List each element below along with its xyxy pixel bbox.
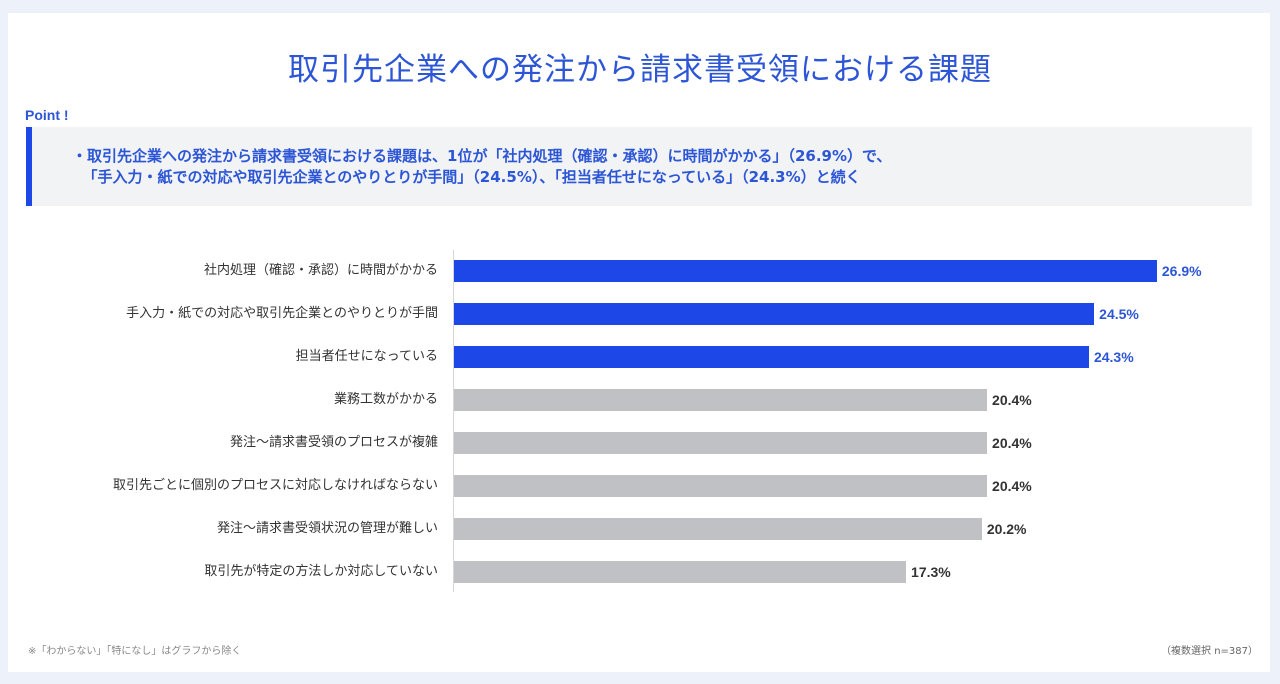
bar bbox=[454, 260, 1157, 282]
value-label: 17.3% bbox=[911, 564, 951, 580]
chart-row: 業務工数がかかる 20.4% bbox=[0, 389, 1280, 411]
bar bbox=[454, 518, 982, 540]
category-label: 発注～請求書受領のプロセスが複雑 bbox=[229, 435, 438, 450]
value-label: 24.3% bbox=[1093, 349, 1134, 365]
value-label: 20.4% bbox=[992, 392, 1032, 408]
point-summary-text: ・取引先企業への発注から請求書受領における課題は、1位が「社内処理（確認・承認）… bbox=[72, 146, 891, 188]
bar bbox=[454, 346, 1089, 368]
bar bbox=[454, 432, 988, 454]
value-label: 26.9% bbox=[1161, 263, 1202, 279]
chart-row: 担当者任せになっている 24.3% bbox=[0, 346, 1280, 368]
category-label: 担当者任せになっている bbox=[295, 349, 438, 364]
category-label: 取引先が特定の方法しか対応していない bbox=[204, 564, 438, 579]
bar bbox=[454, 561, 907, 583]
sample-size-note: （複数選択 n=387） bbox=[1161, 646, 1258, 657]
category-label: 発注～請求書受領状況の管理が難しい bbox=[216, 521, 438, 536]
bar bbox=[454, 389, 988, 411]
chart-row: 発注～請求書受領状況の管理が難しい 20.2% bbox=[0, 518, 1280, 540]
point-label: Point ! bbox=[25, 107, 69, 123]
value-label: 20.4% bbox=[992, 435, 1032, 451]
category-label: 取引先ごとに個別のプロセスに対応しなければならない bbox=[112, 478, 438, 493]
value-label: 20.2% bbox=[986, 521, 1027, 537]
point-summary-box: ・取引先企業への発注から請求書受領における課題は、1位が「社内処理（確認・承認）… bbox=[26, 127, 1252, 206]
value-label: 24.5% bbox=[1099, 306, 1139, 322]
category-label: 社内処理（確認・承認）に時間がかかる bbox=[203, 263, 438, 278]
bar bbox=[454, 475, 988, 497]
chart-row: 手入力・紙での対応や取引先企業とのやりとりが手間 24.5% bbox=[0, 303, 1280, 325]
page-title: 取引先企業への発注から請求書受領における課題 bbox=[288, 52, 992, 88]
footnote: ※「わからない」「特になし」はグラフから除く bbox=[28, 646, 242, 657]
point-line-2: 「手入力・紙での対応や取引先企業とのやりとりが手間」（24.5%）、「担当者任せ… bbox=[82, 168, 861, 186]
chart-row: 発注～請求書受領のプロセスが複雑 20.4% bbox=[0, 432, 1280, 454]
chart-row: 取引先が特定の方法しか対応していない 17.3% bbox=[0, 561, 1280, 583]
category-label: 手入力・紙での対応や取引先企業とのやりとりが手間 bbox=[126, 306, 438, 321]
point-line-1: ・取引先企業への発注から請求書受領における課題は、1位が「社内処理（確認・承認）… bbox=[72, 147, 892, 165]
chart-row: 取引先ごとに個別のプロセスに対応しなければならない 20.4% bbox=[0, 475, 1280, 497]
category-label: 業務工数がかかる bbox=[333, 392, 438, 407]
chart-row: 社内処理（確認・承認）に時間がかかる 26.9% bbox=[0, 260, 1280, 282]
bar bbox=[454, 303, 1095, 325]
chart-axis-line bbox=[453, 250, 454, 592]
point-accent-bar bbox=[26, 127, 32, 206]
value-label: 20.4% bbox=[992, 478, 1032, 494]
